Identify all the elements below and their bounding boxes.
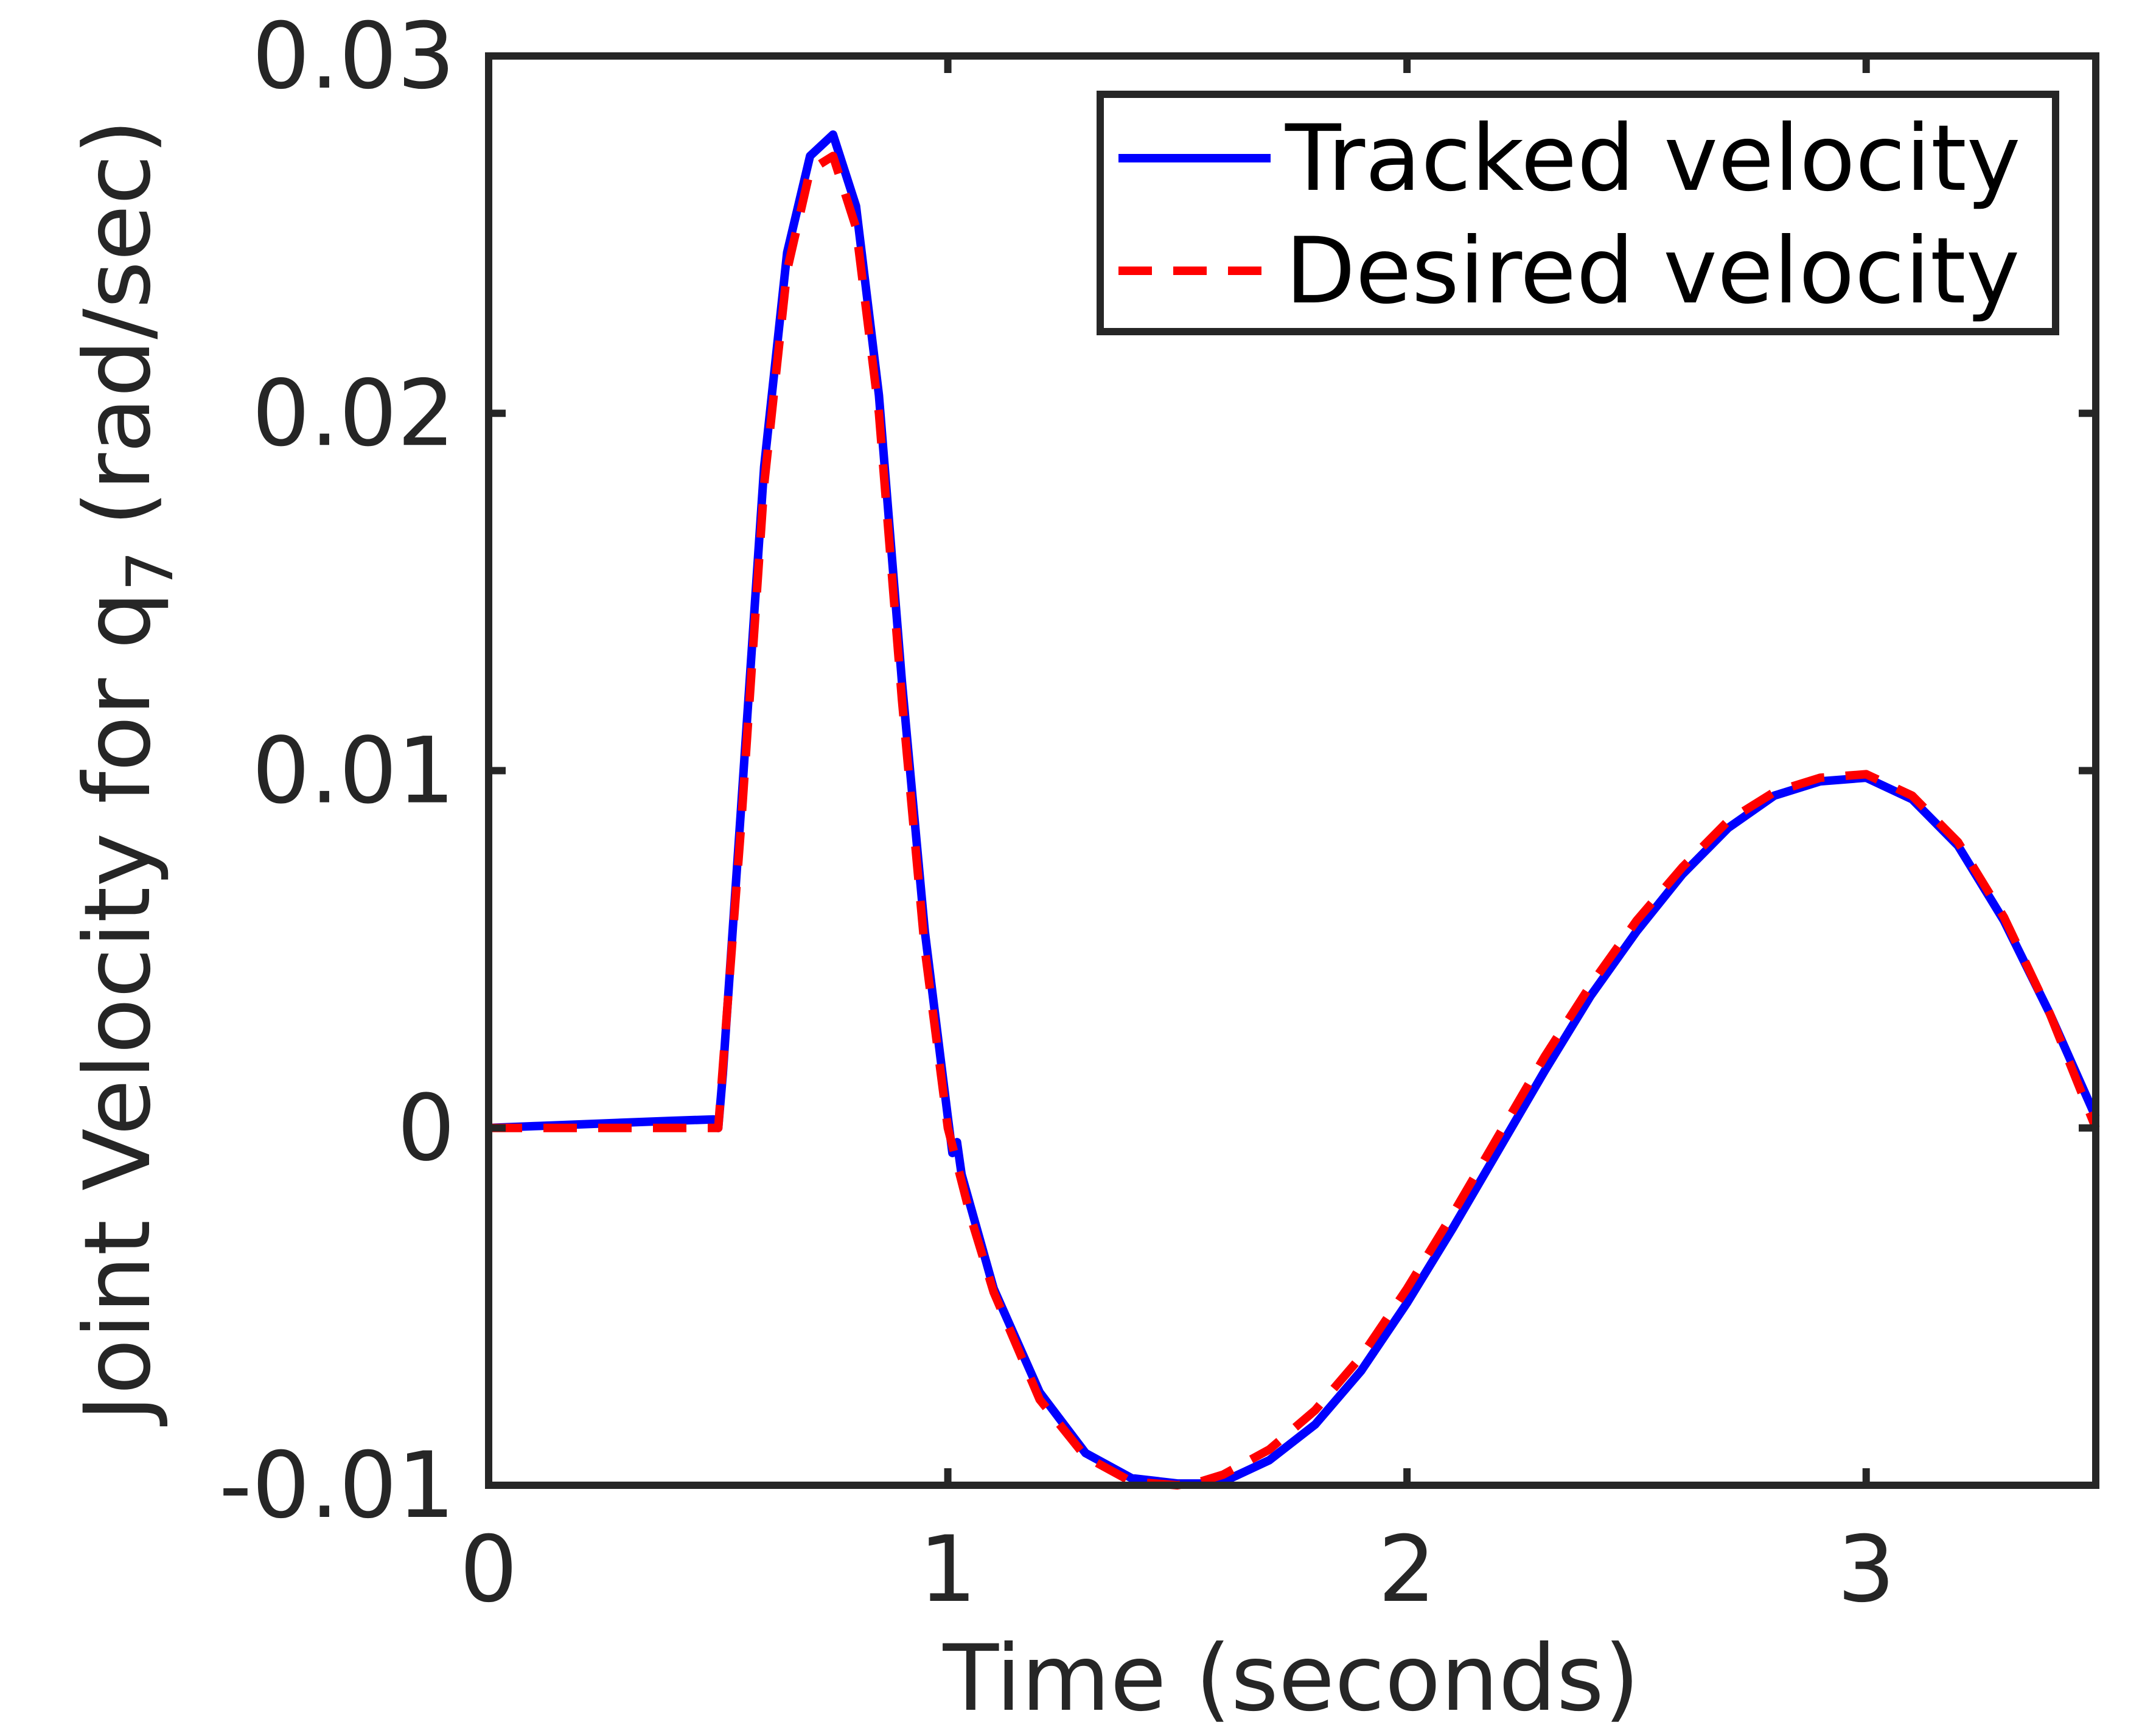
- legend-label-desired: Desired velocity: [1285, 218, 2020, 324]
- legend-box: [1097, 91, 2059, 335]
- y-tick-label: 0: [397, 1076, 455, 1182]
- y-tick-label: 0.01: [252, 719, 455, 824]
- x-tick-label: 3: [1837, 1517, 1895, 1623]
- y-axis-title: Joint Velocity for q7 (rad/sec): [65, 119, 187, 1427]
- legend-label-tracked: Tracked velocity: [1285, 106, 2021, 212]
- y-axis-title-units: (rad/sec): [65, 119, 171, 526]
- x-axis-title: Time (seconds): [943, 1626, 1640, 1725]
- x-tick-label: 0: [459, 1517, 517, 1623]
- x-tick-label: 1: [919, 1517, 977, 1623]
- y-axis-title-main: Joint Velocity for q: [65, 591, 171, 1427]
- legend: Tracked velocity Desired velocity: [1097, 91, 2059, 335]
- y-tick-label: 0.02: [252, 361, 455, 467]
- y-tick-label: -0.01: [219, 1433, 455, 1539]
- y-axis-title-subscript: 7: [113, 551, 187, 591]
- x-tick-label: 2: [1378, 1517, 1436, 1623]
- y-tick-label: 0.03: [252, 4, 455, 110]
